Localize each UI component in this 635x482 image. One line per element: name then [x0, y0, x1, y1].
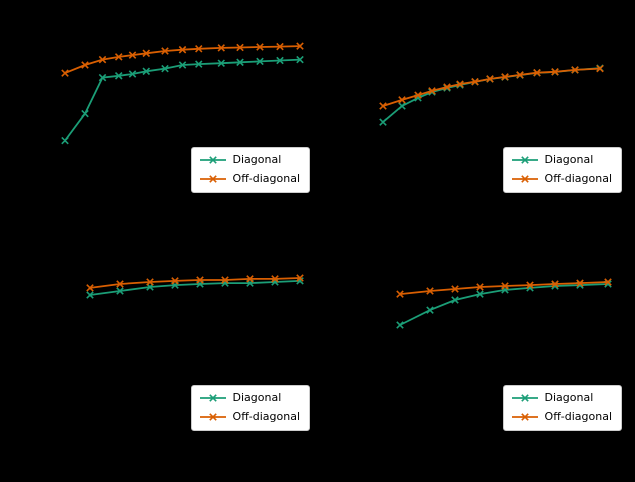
legend-entry-off-diagonal: Off-diagonal [511, 409, 612, 425]
legend-label-diagonal: Diagonal [232, 153, 282, 166]
legend-bottom-left: Diagonal Off-diagonal [190, 385, 310, 431]
subplot-bottom-left: Diagonal Off-diagonal [60, 255, 310, 435]
subplot-top-right: Diagonal Off-diagonal [372, 20, 622, 200]
legend-marker-diagonal-icon [199, 156, 226, 164]
legend-entry-off-diagonal: Off-diagonal [199, 171, 300, 187]
subplot-top-left: Diagonal Off-diagonal [60, 20, 310, 200]
legend-marker-off-diagonal-icon [199, 413, 226, 421]
legend-marker-off-diagonal-icon [511, 175, 538, 183]
legend-label-diagonal: Diagonal [544, 153, 594, 166]
legend-top-left: Diagonal Off-diagonal [190, 147, 310, 193]
legend-marker-off-diagonal-icon [199, 175, 226, 183]
legend-entry-off-diagonal: Off-diagonal [511, 171, 612, 187]
legend-bottom-right: Diagonal Off-diagonal [502, 385, 622, 431]
legend-marker-off-diagonal-icon [511, 413, 538, 421]
legend-label-diagonal: Diagonal [232, 391, 282, 404]
line-chart-bottom-right [396, 278, 612, 329]
legend-label-off-diagonal: Off-diagonal [232, 172, 300, 185]
legend-entry-diagonal: Diagonal [511, 390, 612, 406]
legend-label-off-diagonal: Off-diagonal [544, 172, 612, 185]
legend-label-off-diagonal: Off-diagonal [544, 410, 612, 423]
legend-entry-off-diagonal: Off-diagonal [199, 409, 300, 425]
legend-marker-diagonal-icon [199, 394, 226, 402]
subplot-bottom-right: Diagonal Off-diagonal [372, 255, 622, 435]
line-chart-top-left [61, 42, 304, 145]
line-chart-top-right [379, 64, 604, 126]
legend-entry-diagonal: Diagonal [199, 390, 300, 406]
legend-label-off-diagonal: Off-diagonal [232, 410, 300, 423]
line-chart-bottom-left [86, 274, 304, 299]
legend-entry-diagonal: Diagonal [199, 152, 300, 168]
legend-marker-diagonal-icon [511, 394, 538, 402]
legend-label-diagonal: Diagonal [544, 391, 594, 404]
legend-marker-diagonal-icon [511, 156, 538, 164]
legend-entry-diagonal: Diagonal [511, 152, 612, 168]
legend-top-right: Diagonal Off-diagonal [502, 147, 622, 193]
